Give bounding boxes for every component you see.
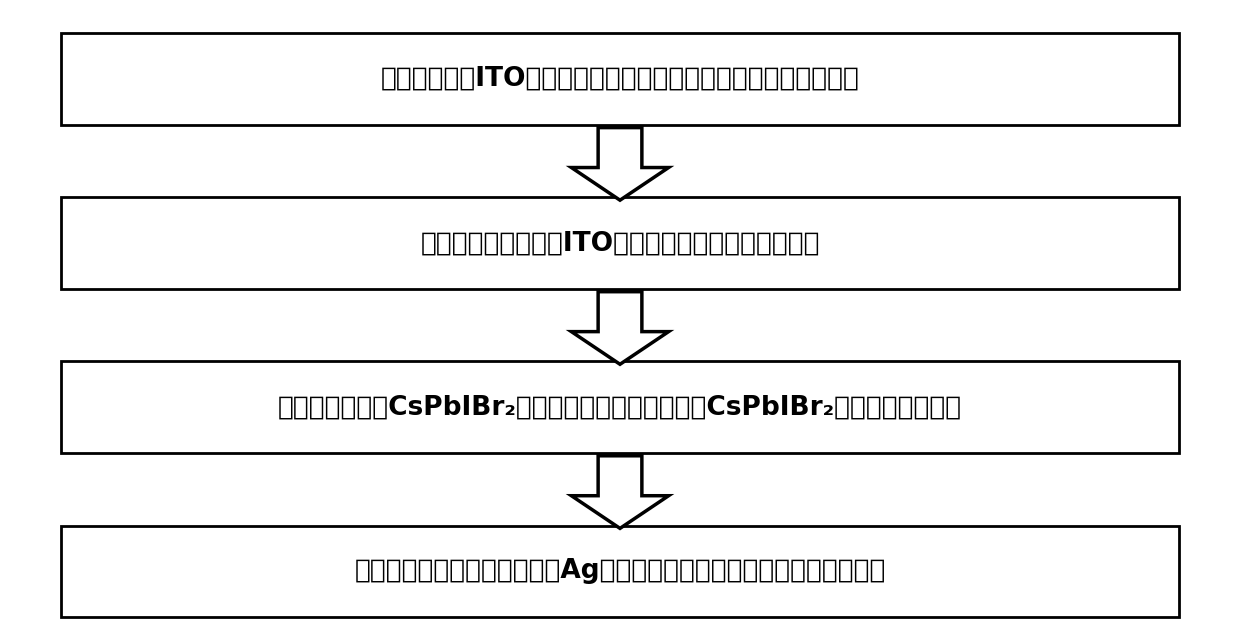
Polygon shape [572, 128, 668, 200]
Text: 提供一个带有ITO导电层的玻璃基底，并对所述玻璃基底进行清洗: 提供一个带有ITO导电层的玻璃基底，并对所述玻璃基底进行清洗 [381, 66, 859, 92]
Polygon shape [572, 456, 668, 528]
Text: 采用连续蒸镀工艺在ITO导电层上制备高质量光敏薄膜: 采用连续蒸镀工艺在ITO导电层上制备高质量光敏薄膜 [420, 230, 820, 256]
Text: 采用蒸镀工艺在修饰层上沉积Ag电极层，由此完成所述光电探测器的制备: 采用蒸镀工艺在修饰层上沉积Ag电极层，由此完成所述光电探测器的制备 [355, 558, 885, 584]
Bar [61, 197, 1179, 289]
Bar [61, 33, 1179, 125]
Text: 采用旋涂方式在CsPbIBr₂光敏薄膜上沉积修饰层以对CsPbIBr₂薄膜缺陷进行钝化: 采用旋涂方式在CsPbIBr₂光敏薄膜上沉积修饰层以对CsPbIBr₂薄膜缺陷进… [278, 394, 962, 420]
Bar [61, 526, 1179, 617]
Polygon shape [572, 292, 668, 365]
Bar [61, 361, 1179, 453]
